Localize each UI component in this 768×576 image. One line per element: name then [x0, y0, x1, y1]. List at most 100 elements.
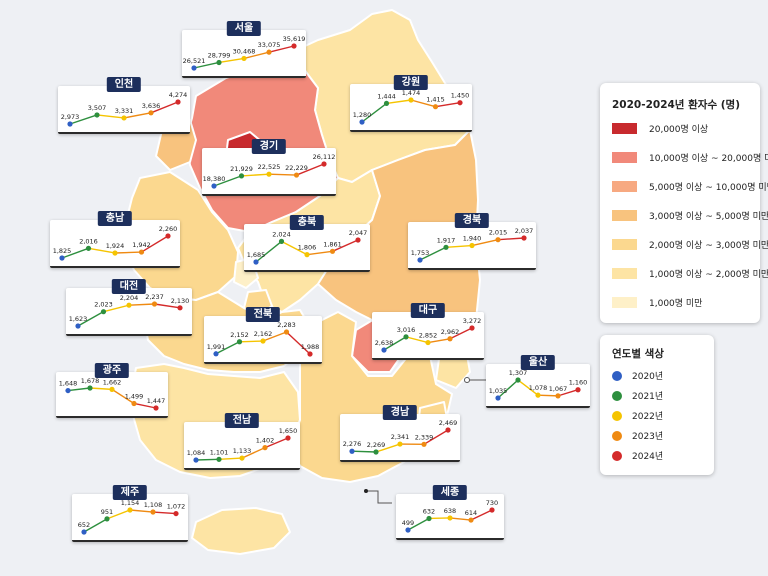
mini-line-chart: 1,623 2,023 2,204 2,237 2,130: [69, 293, 189, 329]
series-line-segment: [241, 447, 266, 459]
region-name-tag: 강원: [393, 75, 429, 90]
mini-line-chart: 1,280 1,444 1,474 1,415 1,450: [353, 89, 469, 125]
legend-swatch: [612, 123, 637, 134]
data-label: 2,339: [415, 433, 434, 441]
data-point: [104, 516, 110, 522]
data-label: 18,380: [203, 175, 226, 183]
data-label: 3,507: [88, 104, 107, 112]
data-label: 1,678: [81, 377, 100, 385]
data-label: 3,636: [142, 102, 161, 110]
series-line-segment: [423, 429, 449, 445]
data-point: [355, 237, 361, 243]
region-name-tag: 인천: [106, 77, 142, 92]
data-label: 1,444: [377, 92, 396, 100]
region-name-tag: 전북: [245, 307, 281, 322]
data-label: 1,402: [256, 437, 275, 445]
data-label: 2,260: [159, 225, 178, 233]
legend-bin: 5,000명 이상 ~ 10,000명 미만: [612, 180, 768, 193]
data-label: 30,468: [233, 47, 256, 55]
data-label: 2,024: [272, 230, 291, 238]
data-label: 2,269: [367, 441, 386, 449]
data-point: [405, 527, 411, 533]
data-label: 2,204: [120, 294, 139, 302]
year-legend: 연도별 색상 2020년 2021년 2022년 2023년 2024년: [600, 335, 714, 475]
data-point: [75, 323, 81, 329]
series-line-segment: [351, 450, 377, 453]
region-name-tag: 울산: [520, 355, 556, 370]
data-label: 614: [465, 509, 477, 517]
region-name-tag: 광주: [94, 363, 130, 378]
data-label: 21,929: [230, 165, 253, 173]
data-point: [457, 100, 463, 106]
series-line-segment: [268, 173, 297, 176]
series-line-segment: [407, 517, 430, 531]
mini-line-chart: 1,825 2,016 1,924 1,942 2,260: [53, 225, 178, 261]
year-dot: [612, 410, 622, 421]
mini-line-chart: 1,685 2,024 1,806 1,861 2,047: [247, 229, 368, 265]
data-point: [112, 250, 118, 256]
data-point: [329, 248, 336, 254]
value-legend-title: 2020-2024년 환자수 (명): [612, 99, 741, 111]
data-point: [65, 387, 71, 394]
legend-bin: 10,000명 이상 ~ 20,000명 미만: [612, 151, 768, 164]
data-label: 1,623: [69, 315, 88, 323]
data-label: 1,072: [167, 503, 186, 511]
data-point: [151, 301, 158, 307]
data-label: 3,016: [397, 326, 416, 334]
data-point: [495, 395, 501, 401]
data-point: [266, 49, 272, 55]
region-card: 1,753 1,917 1,940 2,015 2,037 경북: [408, 213, 536, 270]
region-name-tag: 제주: [112, 485, 148, 500]
data-label: 2,638: [375, 339, 394, 347]
data-point: [304, 252, 310, 258]
data-label: 2,469: [439, 419, 458, 427]
series-line-segment: [193, 61, 220, 69]
region-card: 1,685 2,024 1,806 1,861 2,047 충북: [244, 215, 370, 272]
mini-line-chart: 1,753 1,917 1,940 2,015 2,037: [411, 227, 533, 263]
series-line-segment: [332, 239, 359, 252]
legend-bin-label: 2,000명 이상 ~ 3,000명 미만: [649, 241, 768, 251]
legend-bin-label: 1,000명 미만: [649, 299, 703, 309]
data-point: [216, 456, 222, 462]
series-line-segment: [264, 437, 289, 449]
data-point: [191, 65, 197, 71]
data-point: [373, 449, 379, 455]
series-line-segment: [427, 338, 451, 344]
data-point: [426, 515, 432, 522]
data-point: [445, 427, 451, 433]
data-label: 2,852: [419, 332, 438, 340]
data-label: 1,650: [279, 427, 298, 435]
data-label: 2,973: [61, 113, 80, 121]
data-label: 2,276: [343, 440, 362, 448]
data-point: [381, 347, 387, 353]
legend-bin-label: 10,000명 이상 ~ 20,000명 미만: [649, 154, 768, 164]
sejong-leader-dot: [364, 489, 368, 493]
data-label: 1,499: [125, 392, 144, 400]
data-label: 1,084: [187, 449, 206, 457]
data-point: [447, 515, 453, 521]
legend-swatch: [612, 239, 637, 250]
series-line-segment: [83, 518, 108, 533]
data-point: [278, 238, 285, 244]
data-label: 1,940: [463, 235, 482, 243]
legend-swatch: [612, 210, 637, 221]
data-label: 1,078: [529, 384, 548, 392]
data-point: [150, 509, 156, 515]
year-legend-item: 2022년: [612, 409, 663, 422]
legend-bin-label: 1,000명 이상 ~ 2,000명 미만: [649, 270, 768, 280]
data-label: 2,023: [94, 301, 113, 309]
data-label: 2,237: [145, 293, 164, 301]
legend-bin-label: 20,000명 이상: [649, 125, 709, 135]
data-point: [236, 339, 243, 345]
series-line-segment: [129, 509, 154, 513]
series-line-segment: [537, 394, 559, 397]
series-line-segment: [306, 250, 333, 256]
series-line-segment: [419, 246, 447, 261]
legend-bin: 1,000명 미만: [612, 296, 702, 309]
data-label: 2,047: [349, 229, 368, 237]
data-point: [403, 334, 409, 340]
data-label: 28,799: [208, 51, 231, 59]
data-label: 1,307: [509, 369, 528, 377]
